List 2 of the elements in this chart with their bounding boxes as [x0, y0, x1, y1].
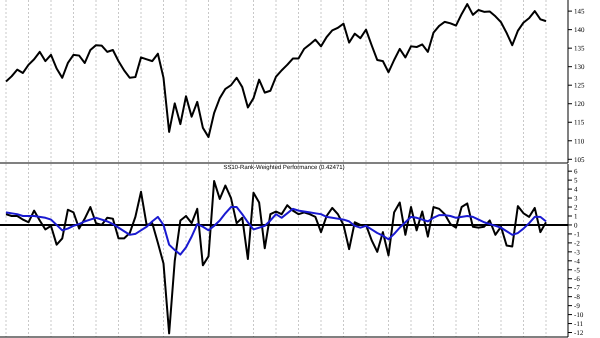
- line-series: [5, 206, 547, 256]
- line-series: [5, 3, 547, 138]
